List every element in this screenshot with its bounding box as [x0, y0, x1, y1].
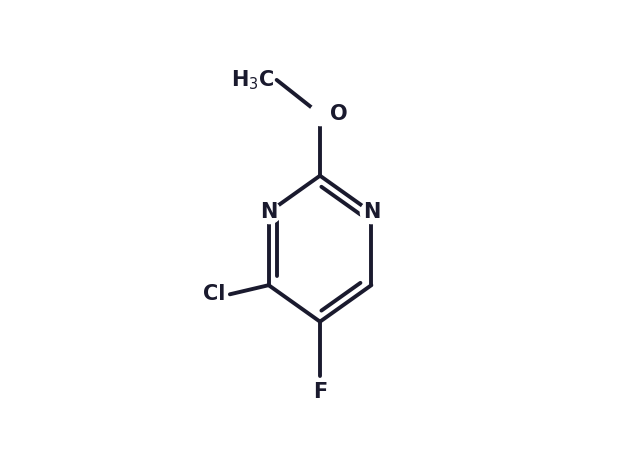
Text: N: N — [363, 202, 380, 222]
Text: Cl: Cl — [203, 284, 225, 304]
Text: H$_3$C: H$_3$C — [231, 68, 275, 92]
Text: N: N — [260, 202, 277, 222]
Text: O: O — [330, 104, 348, 124]
Text: F: F — [313, 382, 327, 402]
